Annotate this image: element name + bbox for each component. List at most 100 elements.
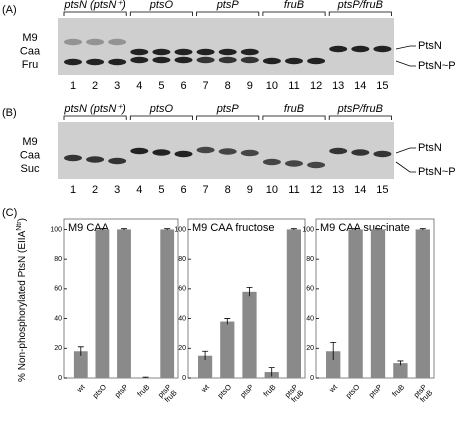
bracket [328, 11, 392, 16]
bar [326, 351, 341, 378]
band [64, 58, 82, 66]
y-tick-label: 0 [310, 375, 314, 382]
lane-number: 10 [266, 184, 278, 196]
bar [393, 363, 408, 378]
band [373, 45, 392, 53]
group-label: ptsP/fruB [337, 0, 383, 11]
y-label-sup: Ntr [16, 221, 23, 231]
y-tick-label: 20 [178, 345, 186, 352]
lane-number: 3 [114, 80, 120, 92]
x-tick-line: wt [199, 382, 212, 395]
error-bar [99, 228, 106, 231]
error-bar [246, 286, 253, 297]
x-tick-label: ptsPfruB [412, 382, 435, 405]
band [152, 149, 171, 156]
band [174, 150, 193, 158]
group-label: ptsP [216, 0, 240, 11]
band-pointer [395, 45, 416, 50]
lane-number: 2 [92, 184, 98, 196]
bracket [262, 11, 326, 16]
band [86, 58, 105, 66]
band [240, 149, 259, 157]
x-tick-label: ptsO [91, 382, 109, 400]
y-axis-label: % Non-phosphorylated PtsN (EIIANtr) [16, 218, 28, 382]
x-tick-label: ptsPfruB [283, 382, 306, 405]
row-label: Fru [22, 59, 39, 71]
error-bar [121, 228, 127, 231]
x-tick-line: ptsO [91, 382, 109, 400]
band [196, 146, 215, 154]
row-label: Caa [20, 149, 41, 161]
lane-number: 14 [354, 80, 366, 92]
band [64, 154, 82, 162]
group-label: fruB [284, 0, 304, 11]
lane-number: 4 [136, 184, 142, 196]
x-tick-label: wt [327, 382, 340, 395]
lane-number: 12 [310, 80, 322, 92]
x-tick-line: wt [74, 382, 87, 395]
lane-number: 15 [376, 184, 388, 196]
panel-label: (C) [2, 207, 17, 219]
x-tick-line: ptsO [344, 382, 362, 400]
group-label: ptsO [149, 103, 174, 115]
band [152, 56, 171, 64]
bracket [262, 115, 326, 120]
y-tick-label: 60 [54, 286, 62, 293]
lane-number: 6 [180, 80, 186, 92]
x-tick-label: ptsP [113, 382, 130, 399]
band [152, 48, 171, 56]
lane-number: 11 [288, 184, 299, 196]
row-label: Suc [21, 163, 40, 175]
x-tick-line: ptsP [113, 382, 130, 399]
lane-number: 3 [114, 184, 120, 196]
panel-label: (A) [2, 4, 17, 16]
x-tick-line: fruB [390, 382, 406, 398]
lane-number: 2 [92, 80, 98, 92]
group-label: ptsO [149, 0, 174, 11]
x-tick-label: ptsPfruB [156, 382, 179, 405]
lane-number: 13 [332, 184, 344, 196]
lane-number: 15 [376, 80, 388, 92]
band [108, 157, 127, 165]
x-tick-line: wt [327, 382, 340, 395]
lane-number: 10 [266, 80, 278, 92]
error-bar [202, 350, 209, 361]
band [86, 156, 105, 163]
lane-number: 1 [70, 80, 76, 92]
lane-number: 5 [158, 184, 164, 196]
error-bar [164, 228, 171, 231]
band-pointer [395, 161, 416, 173]
band [130, 147, 149, 155]
bar [348, 229, 363, 378]
bar [117, 229, 131, 378]
bar [220, 321, 235, 378]
lane-number: 7 [203, 184, 209, 196]
band [351, 149, 370, 156]
band [218, 148, 237, 155]
bar [73, 351, 88, 378]
error-bar [352, 228, 359, 231]
band [262, 158, 281, 166]
band-label: PtsN~P [418, 166, 456, 178]
y-tick-label: 60 [306, 286, 314, 293]
band [329, 45, 348, 53]
row-label: M9 [22, 32, 37, 44]
band-pointer [395, 147, 416, 154]
lane-number: 13 [332, 80, 344, 92]
row-label: Caa [20, 45, 41, 57]
y-tick-label: 80 [178, 256, 186, 263]
error-bar [142, 376, 149, 378]
band [240, 56, 259, 64]
lane-number: 11 [288, 80, 299, 92]
band [174, 56, 193, 64]
lane-number: 4 [136, 80, 142, 92]
band [373, 150, 392, 158]
bracket [63, 11, 127, 16]
group-label: ptsN (ptsN⁺) [63, 103, 126, 115]
y-tick-label: 60 [178, 286, 186, 293]
band [64, 38, 82, 46]
x-tick-line: fruB [261, 382, 277, 398]
band [218, 48, 237, 56]
lane-number: 1 [70, 184, 76, 196]
